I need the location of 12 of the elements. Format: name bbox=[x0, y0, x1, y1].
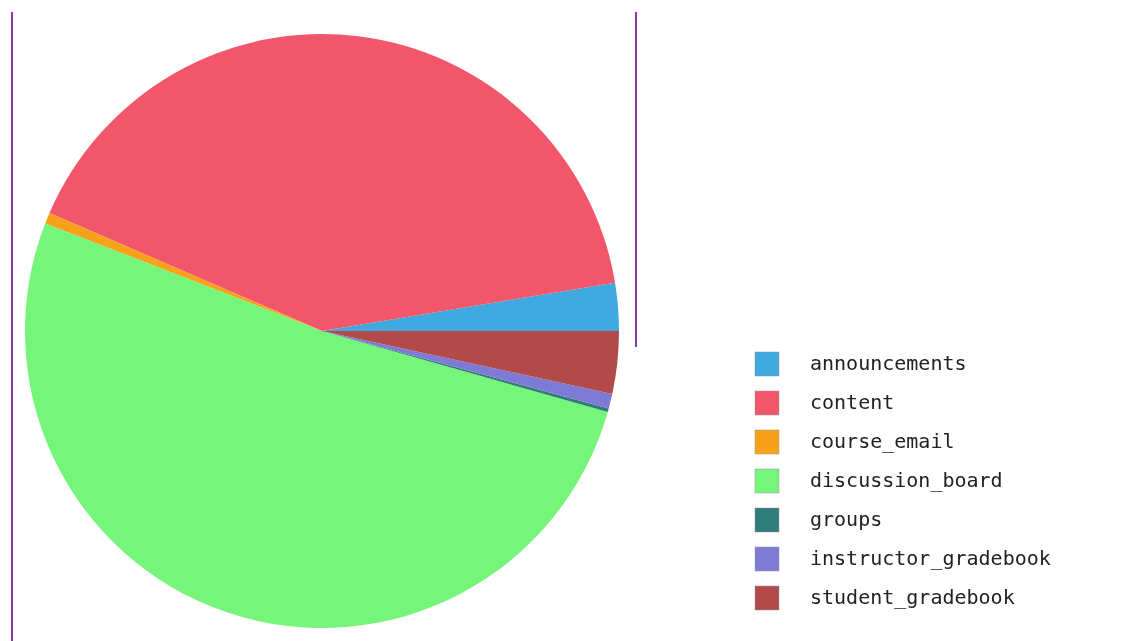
pie-slice bbox=[45, 213, 322, 331]
pie-slice bbox=[25, 223, 608, 628]
legend-label: announcements bbox=[810, 351, 967, 375]
legend-label: course_email bbox=[810, 429, 955, 453]
legend-label: content bbox=[810, 390, 895, 414]
pie-slice bbox=[49, 34, 616, 331]
pie-slice bbox=[322, 331, 619, 394]
pie-slice bbox=[322, 282, 619, 331]
legend-label: discussion_board bbox=[810, 468, 1003, 492]
legend-label: groups bbox=[810, 507, 883, 531]
legend-label: student_gradebook bbox=[810, 585, 1015, 609]
legend-label: instructor_gradebook bbox=[810, 546, 1051, 570]
